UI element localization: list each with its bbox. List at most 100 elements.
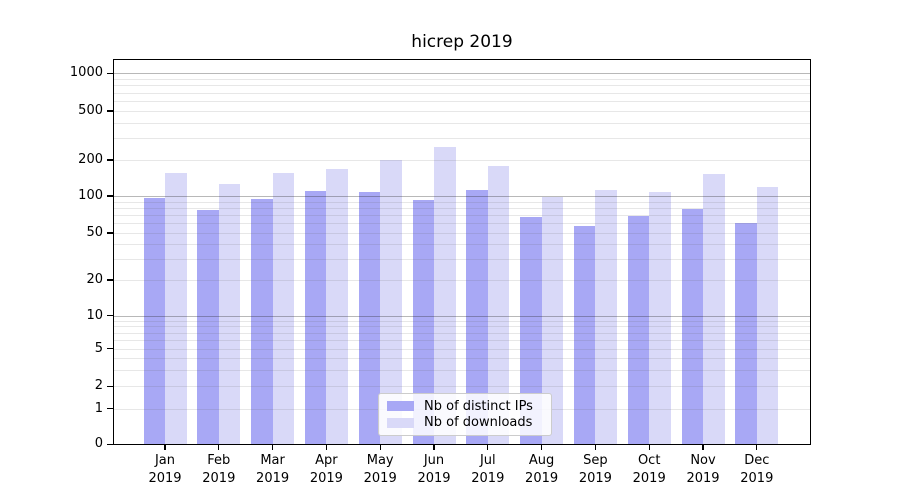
- x-tick-label-jul: Jul 2019: [471, 453, 505, 486]
- bar-distinct-ips-aug: [520, 216, 542, 445]
- y-tick-200: [107, 159, 113, 161]
- y-tick-20: [107, 279, 113, 281]
- x-tick-apr: [325, 445, 328, 450]
- legend-label-distinct-ips: Nb of distinct IPs: [424, 398, 533, 414]
- plot-area: hicrep 2019 0 1 2 5 10 20 50 100 200 500 1000 Jan 2…: [70, 32, 811, 486]
- x-tick-label-mar: Mar 2019: [256, 453, 290, 486]
- gridline-30: [113, 259, 811, 261]
- gridline-3: [113, 369, 811, 371]
- gridline-6: [113, 339, 811, 341]
- x-tick-jan: [164, 445, 166, 450]
- y-tick-100: [107, 195, 113, 197]
- gridline-90: [113, 201, 811, 203]
- gridline-700: [113, 92, 811, 94]
- bar-distinct-ips-sep: [573, 226, 596, 445]
- bars-layer: [113, 59, 811, 445]
- grid-layer: [113, 59, 811, 445]
- x-tick-label-oct: Oct 2019: [632, 453, 666, 486]
- chart-title: hicrep 2019: [411, 32, 513, 52]
- x-tick-jul: [487, 445, 489, 450]
- x-tick-label-nov: Nov 2019: [686, 453, 720, 486]
- gridline-2: [113, 386, 811, 388]
- gridline-1000: [113, 73, 811, 75]
- gridline-70: [113, 215, 811, 217]
- bar-distinct-ips-apr: [304, 190, 327, 445]
- y-tick-label-100: 100: [78, 188, 103, 203]
- bar-downloads-jan: [165, 173, 187, 445]
- legend-item-downloads: Nb of downloads: [387, 415, 543, 430]
- bar-downloads-mar: [272, 173, 295, 445]
- y-tick-label-20: 20: [86, 272, 103, 287]
- gridline-9: [113, 320, 811, 322]
- legend-item-distinct-ips: Nb of distinct IPs: [387, 399, 543, 414]
- bar-downloads-jun: [434, 146, 456, 445]
- x-tick-label-sep: Sep 2019: [578, 453, 612, 486]
- bar-downloads-feb: [218, 183, 241, 445]
- bar-downloads-nov: [703, 174, 725, 445]
- y-tick-0: [107, 443, 113, 446]
- y-tick-50: [107, 232, 113, 234]
- x-tick-oct: [648, 445, 650, 450]
- gridline-40: [113, 244, 811, 246]
- x-tick-aug: [540, 445, 543, 450]
- bar-downloads-dec: [756, 186, 779, 445]
- legend-swatch-downloads: [387, 417, 414, 428]
- gridline-500: [113, 111, 811, 112]
- y-tick-2: [107, 385, 113, 387]
- bar-downloads-oct: [649, 192, 671, 445]
- bar-distinct-ips-jul: [466, 190, 488, 445]
- y-tick-label-0: 0: [94, 436, 103, 452]
- axis-layer: 0 1 2 5 10 20 50 100 200 500 1000 Jan 2019 Feb 2019 M…: [70, 59, 811, 486]
- bar-distinct-ips-dec: [735, 223, 757, 445]
- y-tick-label-1000: 1000: [69, 65, 103, 81]
- gridline-600: [113, 101, 811, 103]
- gridline-8: [113, 326, 811, 328]
- x-tick-dec: [756, 445, 758, 450]
- bar-distinct-ips-oct: [627, 215, 650, 445]
- gridline-100: [113, 196, 811, 197]
- bar-distinct-ips-nov: [681, 209, 703, 445]
- y-tick-5: [107, 347, 113, 350]
- x-tick-feb: [218, 445, 220, 450]
- x-tick-may: [379, 445, 381, 450]
- y-tick-label-50: 50: [86, 225, 103, 240]
- bar-downloads-aug: [541, 196, 564, 445]
- x-tick-label-jun: Jun 2019: [417, 453, 451, 486]
- y-tick-label-1: 1: [94, 400, 103, 416]
- bar-distinct-ips-may: [358, 191, 381, 445]
- bar-downloads-jul: [487, 166, 510, 445]
- y-tick-500: [107, 110, 113, 112]
- gridline-800: [113, 85, 811, 87]
- gridline-20: [113, 280, 811, 281]
- gridline-200: [113, 160, 811, 161]
- bar-downloads-may: [380, 159, 402, 445]
- bar-distinct-ips-mar: [251, 199, 273, 445]
- gridline-4: [113, 357, 811, 359]
- y-tick-label-500: 500: [78, 103, 103, 118]
- gridline-900: [113, 79, 811, 81]
- y-tick-label-200: 200: [78, 152, 103, 167]
- x-tick-label-feb: Feb 2019: [202, 453, 236, 486]
- legend-label-downloads: Nb of downloads: [424, 415, 533, 431]
- y-tick-label-10: 10: [86, 307, 103, 323]
- bar-distinct-ips-feb: [197, 209, 219, 445]
- gridline-10: [113, 315, 811, 317]
- x-tick-label-apr: Apr 2019: [309, 453, 343, 486]
- bar-downloads-apr: [326, 169, 348, 445]
- y-tick-1: [107, 407, 113, 410]
- y-tick-1000: [107, 72, 113, 74]
- x-tick-mar: [271, 445, 274, 450]
- x-tick-jun: [433, 445, 435, 450]
- gridline-300: [113, 138, 811, 140]
- bar-distinct-ips-jan: [143, 197, 165, 445]
- bar-distinct-ips-jun: [412, 199, 434, 445]
- gridline-80: [113, 207, 811, 209]
- gridline-50: [113, 233, 811, 234]
- x-tick-label-jan: Jan 2019: [148, 453, 182, 486]
- legend-swatch-distinct-ips: [387, 401, 414, 412]
- gridline-60: [113, 223, 811, 225]
- gridline-7: [113, 332, 811, 334]
- gridline-400: [113, 122, 811, 124]
- x-tick-label-dec: Dec 2019: [740, 453, 774, 486]
